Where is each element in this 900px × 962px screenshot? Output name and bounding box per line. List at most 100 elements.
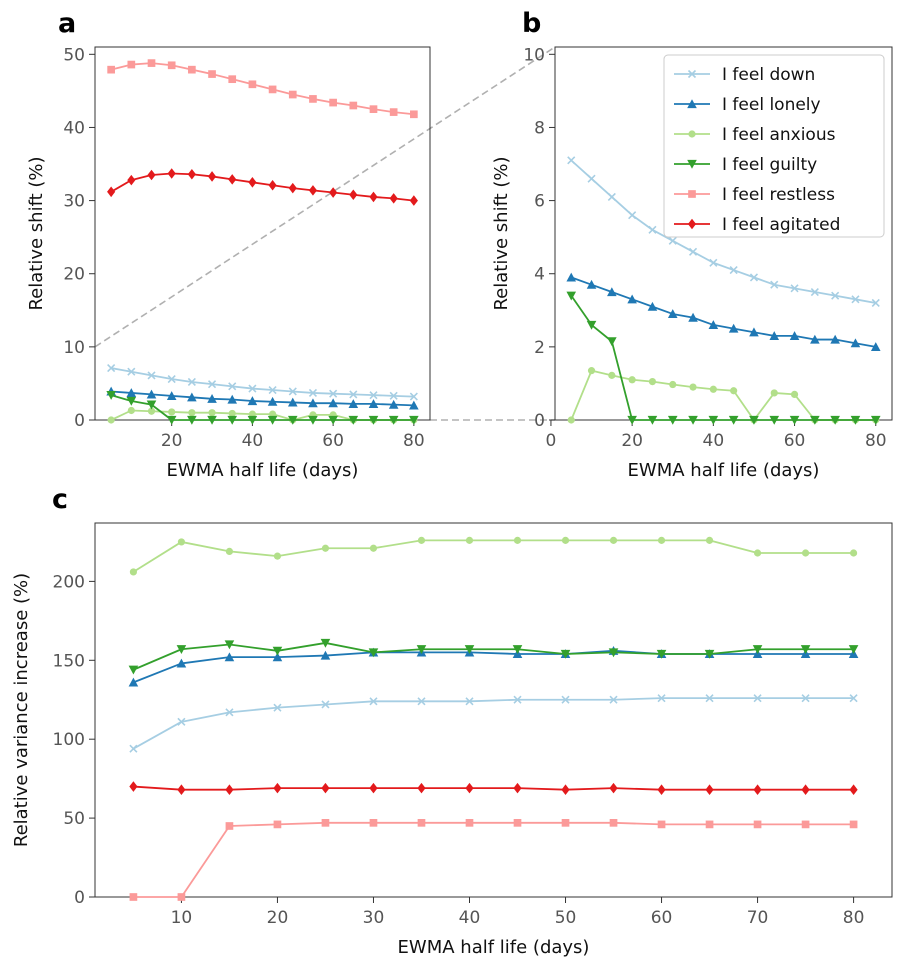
data-point-i-feel-guilty — [146, 400, 157, 410]
data-point-i-feel-down — [753, 694, 762, 703]
x-tick-label: 10 — [171, 908, 193, 928]
data-point-i-feel-agitated — [127, 174, 136, 186]
data-point-i-feel-guilty — [409, 415, 419, 425]
series-line-i-feel-restless — [110, 62, 414, 116]
data-point-i-feel-down — [849, 694, 858, 703]
data-point-i-feel-down — [801, 694, 810, 703]
data-point-i-feel-guilty — [810, 415, 820, 425]
y-tick-label: 50 — [63, 809, 85, 829]
data-point-i-feel-anxious — [753, 549, 762, 557]
zoom-connectors — [94, 46, 556, 421]
data-point-i-feel-guilty — [176, 645, 187, 655]
data-point-i-feel-down — [668, 236, 677, 245]
data-point-i-feel-lonely — [409, 400, 419, 410]
y-tick-label: 0 — [74, 411, 85, 431]
data-point-i-feel-anxious — [705, 536, 714, 544]
data-point-i-feel-agitated — [349, 189, 358, 201]
data-point-i-feel-agitated — [248, 177, 257, 188]
data-point-i-feel-agitated — [228, 174, 237, 185]
data-point-i-feel-restless — [753, 820, 762, 829]
data-point-i-feel-lonely — [166, 391, 177, 400]
y-tick-label: 4 — [534, 265, 545, 285]
data-point-i-feel-restless — [849, 820, 858, 829]
data-point-i-feel-agitated — [308, 185, 318, 196]
x-axis-label: EWMA half life (days) — [628, 460, 820, 481]
data-point-i-feel-down — [513, 695, 522, 704]
data-point-i-feel-guilty — [388, 415, 399, 425]
data-point-i-feel-lonely — [146, 389, 157, 399]
y-tick-label: 20 — [63, 265, 85, 285]
data-point-i-feel-anxious — [730, 387, 738, 395]
panel-a: a 20 40 60 80 0 10 20 30 40 50 EWMA half life (days… — [26, 8, 431, 481]
data-point-i-feel-anxious — [849, 549, 858, 557]
x-axis-label: EWMA half life (days) — [167, 460, 359, 481]
data-point-i-feel-agitated — [268, 179, 277, 191]
data-point-i-feel-down — [288, 387, 297, 396]
legend-label-i-feel-anxious: I feel anxious — [722, 125, 836, 145]
data-point-i-feel-restless — [389, 108, 398, 116]
data-point-i-feel-down — [648, 225, 657, 234]
data-point-i-feel-anxious — [228, 409, 236, 418]
data-point-i-feel-restless — [369, 105, 378, 114]
data-point-i-feel-lonely — [267, 396, 278, 406]
series-line-i-feel-anxious — [110, 409, 414, 421]
data-point-i-feel-down — [607, 192, 616, 201]
x-tick-label: 20 — [621, 431, 643, 451]
data-point-i-feel-anxious — [321, 544, 330, 552]
data-point-i-feel-lonely — [388, 399, 399, 409]
x-tick-label: 40 — [703, 431, 725, 451]
data-point-i-feel-guilty — [287, 415, 298, 425]
data-point-i-feel-down — [225, 708, 234, 717]
data-point-i-feel-down — [409, 392, 418, 401]
data-point-i-feel-lonely — [870, 342, 881, 351]
data-point-i-feel-agitated — [177, 784, 186, 795]
data-point-i-feel-agitated — [107, 186, 116, 198]
data-point-i-feel-down — [369, 391, 378, 400]
data-point-i-feel-restless — [417, 818, 426, 827]
x-tick-label: 80 — [865, 431, 887, 451]
series-line-i-feel-guilty — [570, 295, 876, 421]
legend-box — [663, 54, 885, 238]
data-point-i-feel-down — [349, 390, 358, 399]
y-tick-label: 200 — [53, 572, 85, 592]
series-line-i-feel-agitated — [133, 785, 854, 791]
legend-label-i-feel-restless: I feel restless — [722, 185, 835, 205]
data-point-i-feel-down — [107, 364, 116, 373]
data-point-i-feel-lonely — [224, 652, 235, 662]
data-point-i-feel-guilty — [789, 415, 800, 425]
data-point-i-feel-guilty — [106, 391, 116, 400]
data-point-i-feel-anxious — [657, 536, 666, 544]
data-point-i-feel-lonely — [688, 312, 698, 322]
data-point-i-feel-agitated — [561, 784, 570, 795]
data-point-i-feel-down — [749, 273, 759, 282]
data-point-i-feel-restless — [208, 70, 216, 78]
data-point-i-feel-guilty — [708, 415, 719, 425]
data-point-i-feel-down — [561, 695, 570, 704]
data-point-i-feel-lonely — [128, 677, 139, 687]
data-point-i-feel-anxious — [273, 552, 282, 560]
data-point-i-feel-anxious — [129, 568, 138, 576]
data-point-i-feel-down — [308, 388, 318, 398]
data-point-i-feel-lonely — [607, 287, 617, 297]
data-point-i-feel-restless — [167, 61, 176, 70]
data-point-i-feel-anxious — [790, 390, 799, 399]
data-point-i-feel-restless — [410, 110, 418, 119]
series-group — [106, 59, 419, 425]
data-point-i-feel-agitated — [513, 782, 522, 794]
data-point-i-feel-agitated — [753, 784, 762, 795]
data-point-i-feel-agitated — [187, 168, 196, 180]
x-tick-label: 80 — [843, 908, 865, 928]
y-tick-label: 30 — [63, 192, 85, 212]
data-point-i-feel-restless — [561, 818, 570, 827]
data-point-i-feel-anxious — [689, 383, 697, 391]
data-point-i-feel-restless — [513, 818, 522, 827]
data-point-i-feel-guilty — [608, 648, 619, 658]
data-point-i-feel-anxious — [608, 371, 616, 379]
data-point-i-feel-lonely — [667, 309, 678, 319]
data-point-i-feel-agitated — [147, 169, 156, 181]
data-point-i-feel-guilty — [752, 645, 763, 655]
data-point-i-feel-down — [127, 367, 136, 376]
data-point-i-feel-guilty — [769, 415, 780, 425]
data-point-i-feel-anxious — [465, 536, 474, 544]
data-point-i-feel-restless — [228, 75, 237, 84]
